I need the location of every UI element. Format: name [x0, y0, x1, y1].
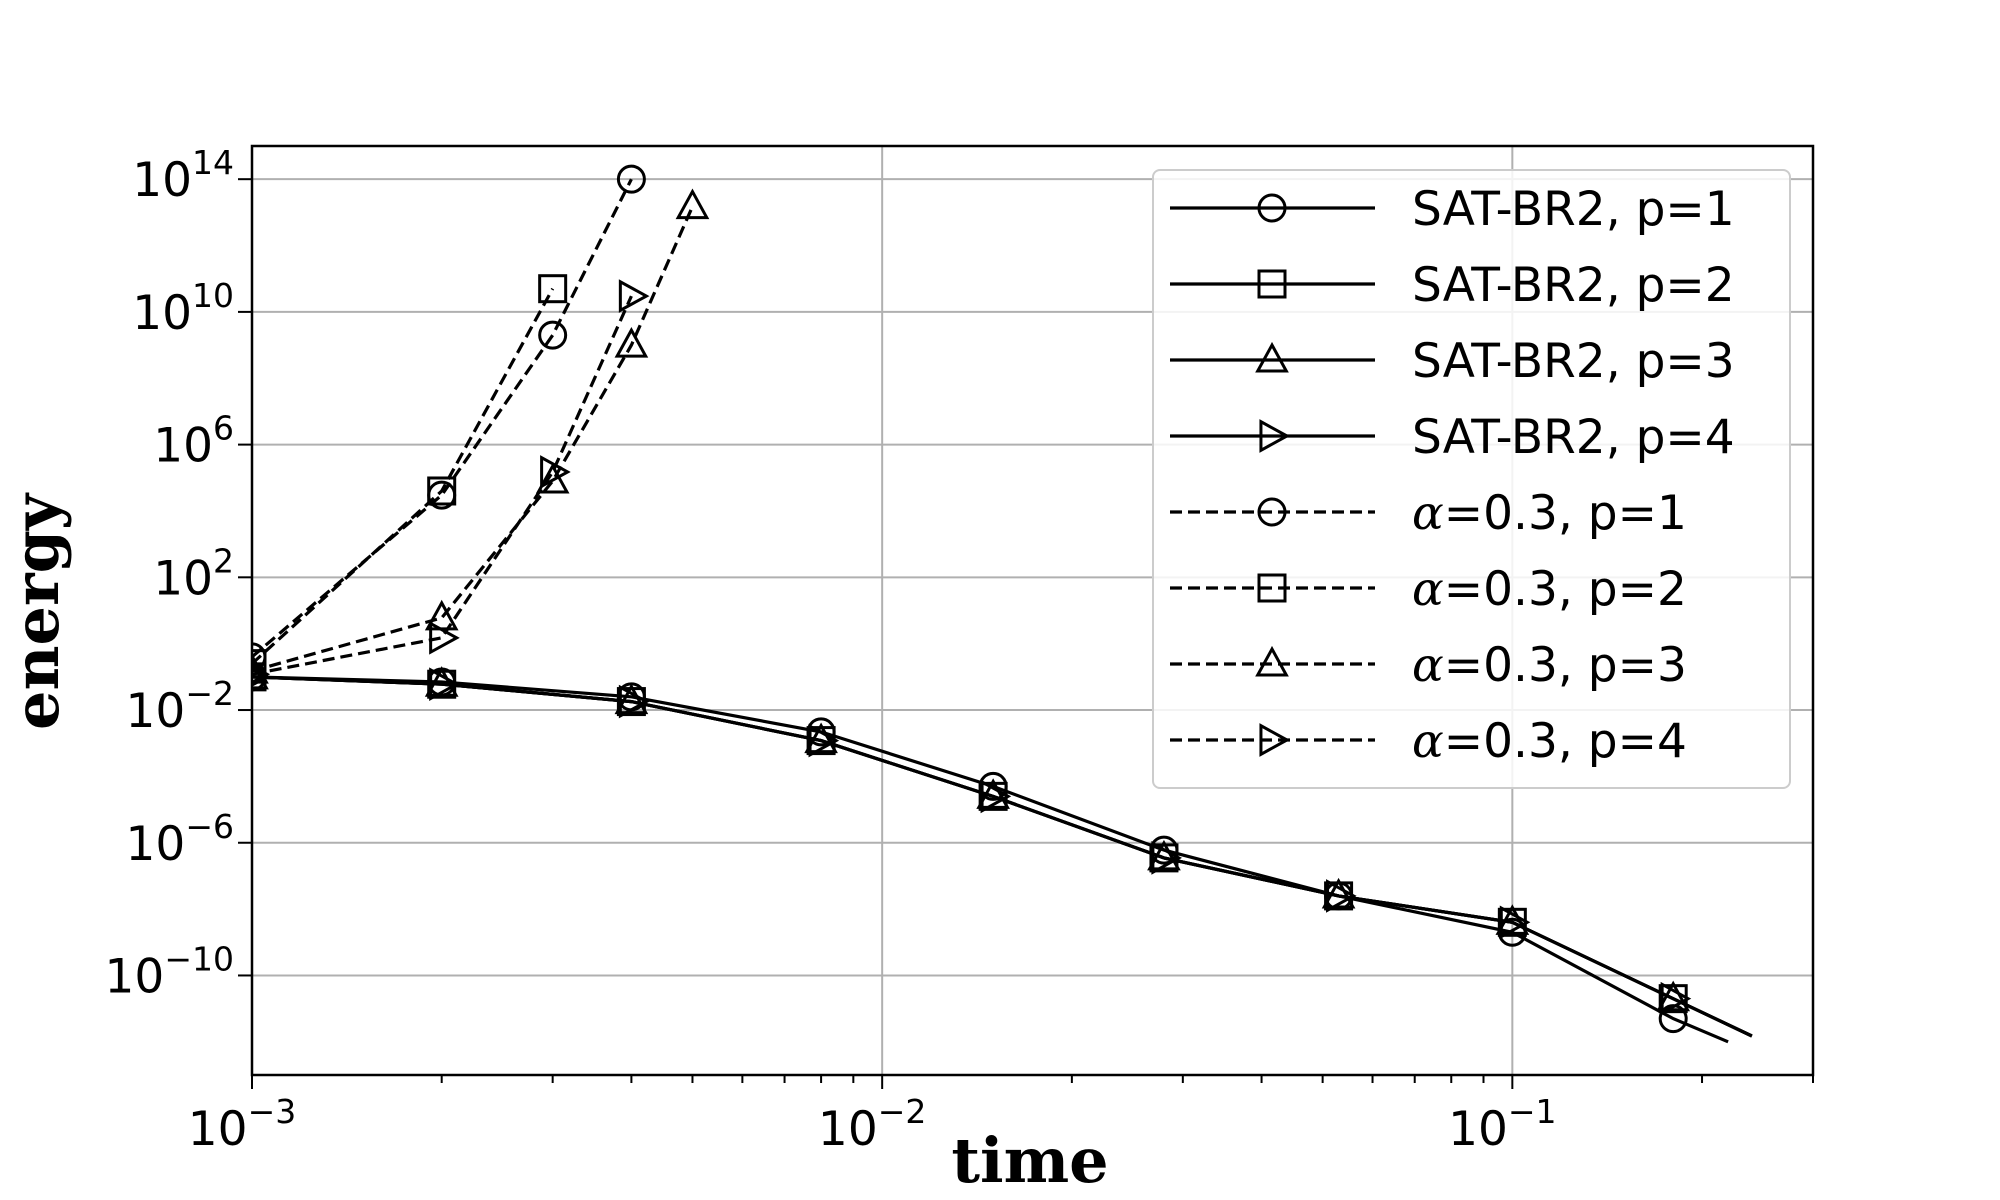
data-point-marker — [252, 658, 269, 690]
x-tick-label: 10−2 — [818, 1092, 926, 1157]
x-tick-label: 10−3 — [188, 1092, 296, 1157]
series-4 — [252, 666, 1753, 1038]
legend-label: α=0.3, p=1 — [1412, 486, 1687, 541]
series-line — [252, 205, 694, 673]
data-point-marker — [424, 666, 459, 697]
y-tick-label: 102 — [153, 541, 234, 606]
legend-entry: α=0.3, p=1 — [1170, 486, 1687, 541]
legend-marker — [1259, 723, 1291, 757]
data-point-marker — [535, 462, 570, 494]
y-tick-label: 1010 — [132, 276, 234, 341]
legend-label: α=0.3, p=2 — [1412, 562, 1687, 617]
data-point-marker — [980, 779, 1012, 814]
y-tick-label: 106 — [153, 409, 234, 474]
data-point-marker — [427, 476, 457, 506]
series-line — [252, 295, 633, 676]
series-8 — [252, 279, 650, 685]
series-line — [252, 178, 633, 659]
legend-entry: SAT-BR2, p=3 — [1170, 334, 1735, 389]
series-6 — [252, 274, 568, 679]
legend-marker — [1255, 341, 1289, 373]
plot-frame — [250, 144, 1815, 1077]
series-lines — [252, 164, 1753, 1044]
legend-label: SAT-BR2, p=1 — [1412, 182, 1735, 237]
legend-marker — [1257, 269, 1287, 299]
legend-label: SAT-BR2, p=2 — [1412, 258, 1735, 313]
legend-entry: SAT-BR2, p=1 — [1170, 182, 1735, 237]
data-point-marker — [1151, 841, 1183, 875]
data-point-marker — [1326, 879, 1357, 913]
legend-marker — [1255, 645, 1289, 677]
data-point-marker — [618, 279, 650, 313]
x-tick-label: 10−1 — [1448, 1092, 1556, 1157]
y-axis-title: energy — [0, 492, 73, 730]
data-point-marker — [252, 649, 267, 679]
data-point-marker — [540, 455, 571, 489]
legend: SAT-BR2, p=1 SAT-BR2, p=2 SAT-BR2, p=3 SAT-… — [1152, 169, 1791, 789]
legend-marker — [1257, 193, 1287, 223]
data-point-marker — [429, 667, 460, 702]
data-point-marker — [618, 684, 650, 719]
legend-marker — [1257, 573, 1287, 603]
data-point-marker — [252, 664, 271, 685]
data-point-marker — [614, 327, 649, 358]
legend-label: α=0.3, p=3 — [1412, 638, 1687, 693]
legend-marker — [1259, 419, 1291, 453]
legend-entry: α=0.3, p=4 — [1170, 714, 1687, 769]
data-point-marker — [429, 620, 460, 655]
data-point-marker — [675, 188, 710, 220]
y-tick-label: 10−10 — [105, 939, 234, 1004]
x-axis-title: time — [951, 1124, 1108, 1197]
legend-entry: SAT-BR2, p=4 — [1170, 410, 1735, 465]
legend-entry: α=0.3, p=3 — [1170, 638, 1687, 693]
axis-ticks: 10−3 10−2 10−1 1014 1010 106 102 10−2 10−6 10−10 — [105, 143, 1814, 1157]
axes-frame — [250, 144, 1815, 1077]
legend-entry: SAT-BR2, p=2 — [1170, 258, 1735, 313]
legend-label: α=0.3, p=4 — [1412, 714, 1687, 769]
data-point-marker — [538, 274, 568, 304]
data-point-marker — [1499, 905, 1531, 940]
series-line — [252, 675, 1729, 1044]
legend-entry: α=0.3, p=2 — [1170, 562, 1687, 617]
legend-box — [1152, 169, 1791, 789]
legend-marker — [1257, 497, 1287, 527]
data-point-marker — [1660, 981, 1692, 1016]
data-point-marker — [808, 723, 840, 758]
y-tick-label: 10−2 — [126, 674, 234, 739]
legend-label: SAT-BR2, p=4 — [1412, 410, 1735, 465]
data-point-marker — [616, 164, 646, 194]
series-5 — [252, 164, 646, 672]
series-7 — [252, 188, 710, 684]
series-line — [252, 287, 555, 665]
y-tick-label: 1014 — [132, 143, 234, 208]
series-line — [252, 675, 1753, 1038]
y-tick-label: 10−6 — [126, 807, 234, 872]
data-point-marker — [538, 320, 568, 350]
legend-label: SAT-BR2, p=3 — [1412, 334, 1735, 389]
